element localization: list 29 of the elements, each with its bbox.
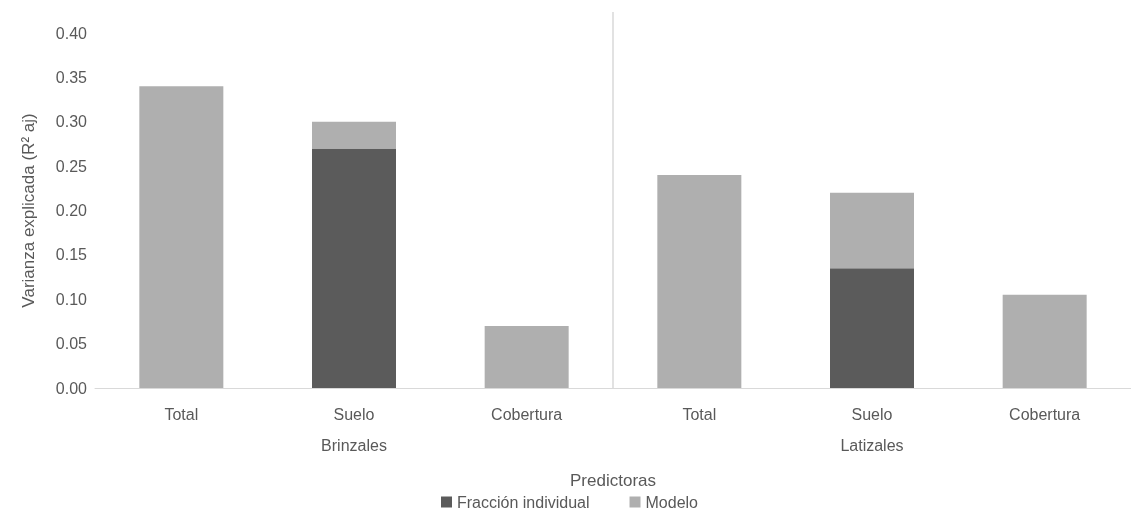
legend-label: Fracción individual [457,493,590,511]
x-tick-label: Cobertura [1009,405,1081,423]
y-tick-label: 0.10 [55,290,88,308]
legend-label: Modelo [645,493,699,511]
x-tick-label: Suelo [333,405,375,423]
y-tick-label: 0.30 [55,113,88,131]
y-tick-label: 0.20 [55,202,88,219]
bar [830,268,914,388]
x-axis-title: Predictoras [570,471,656,490]
bar [312,148,396,388]
bar [139,86,224,388]
x-tick-label: Suelo [851,405,893,423]
x-tick-label: Total [164,405,199,423]
y-tick-label: 0.35 [55,68,88,86]
text: Brinzales [321,436,387,454]
y-tick-label: 0.25 [55,157,88,175]
x-tick-label: Total [682,405,717,423]
x-tick-label: Cobertura [491,405,563,423]
bar [830,192,914,269]
bar [657,175,742,388]
y-tick-label: 0.05 [55,335,88,353]
y-tick-label: 0.00 [55,379,88,397]
y-tick-label: 0.40 [55,24,88,42]
y-axis-title: Varianza explicada (R² aj) [19,113,38,308]
bar [484,325,569,388]
bar [312,121,396,149]
text: Latizales [840,436,904,454]
bar [1002,294,1087,388]
y-tick-label: 0.15 [55,246,88,264]
